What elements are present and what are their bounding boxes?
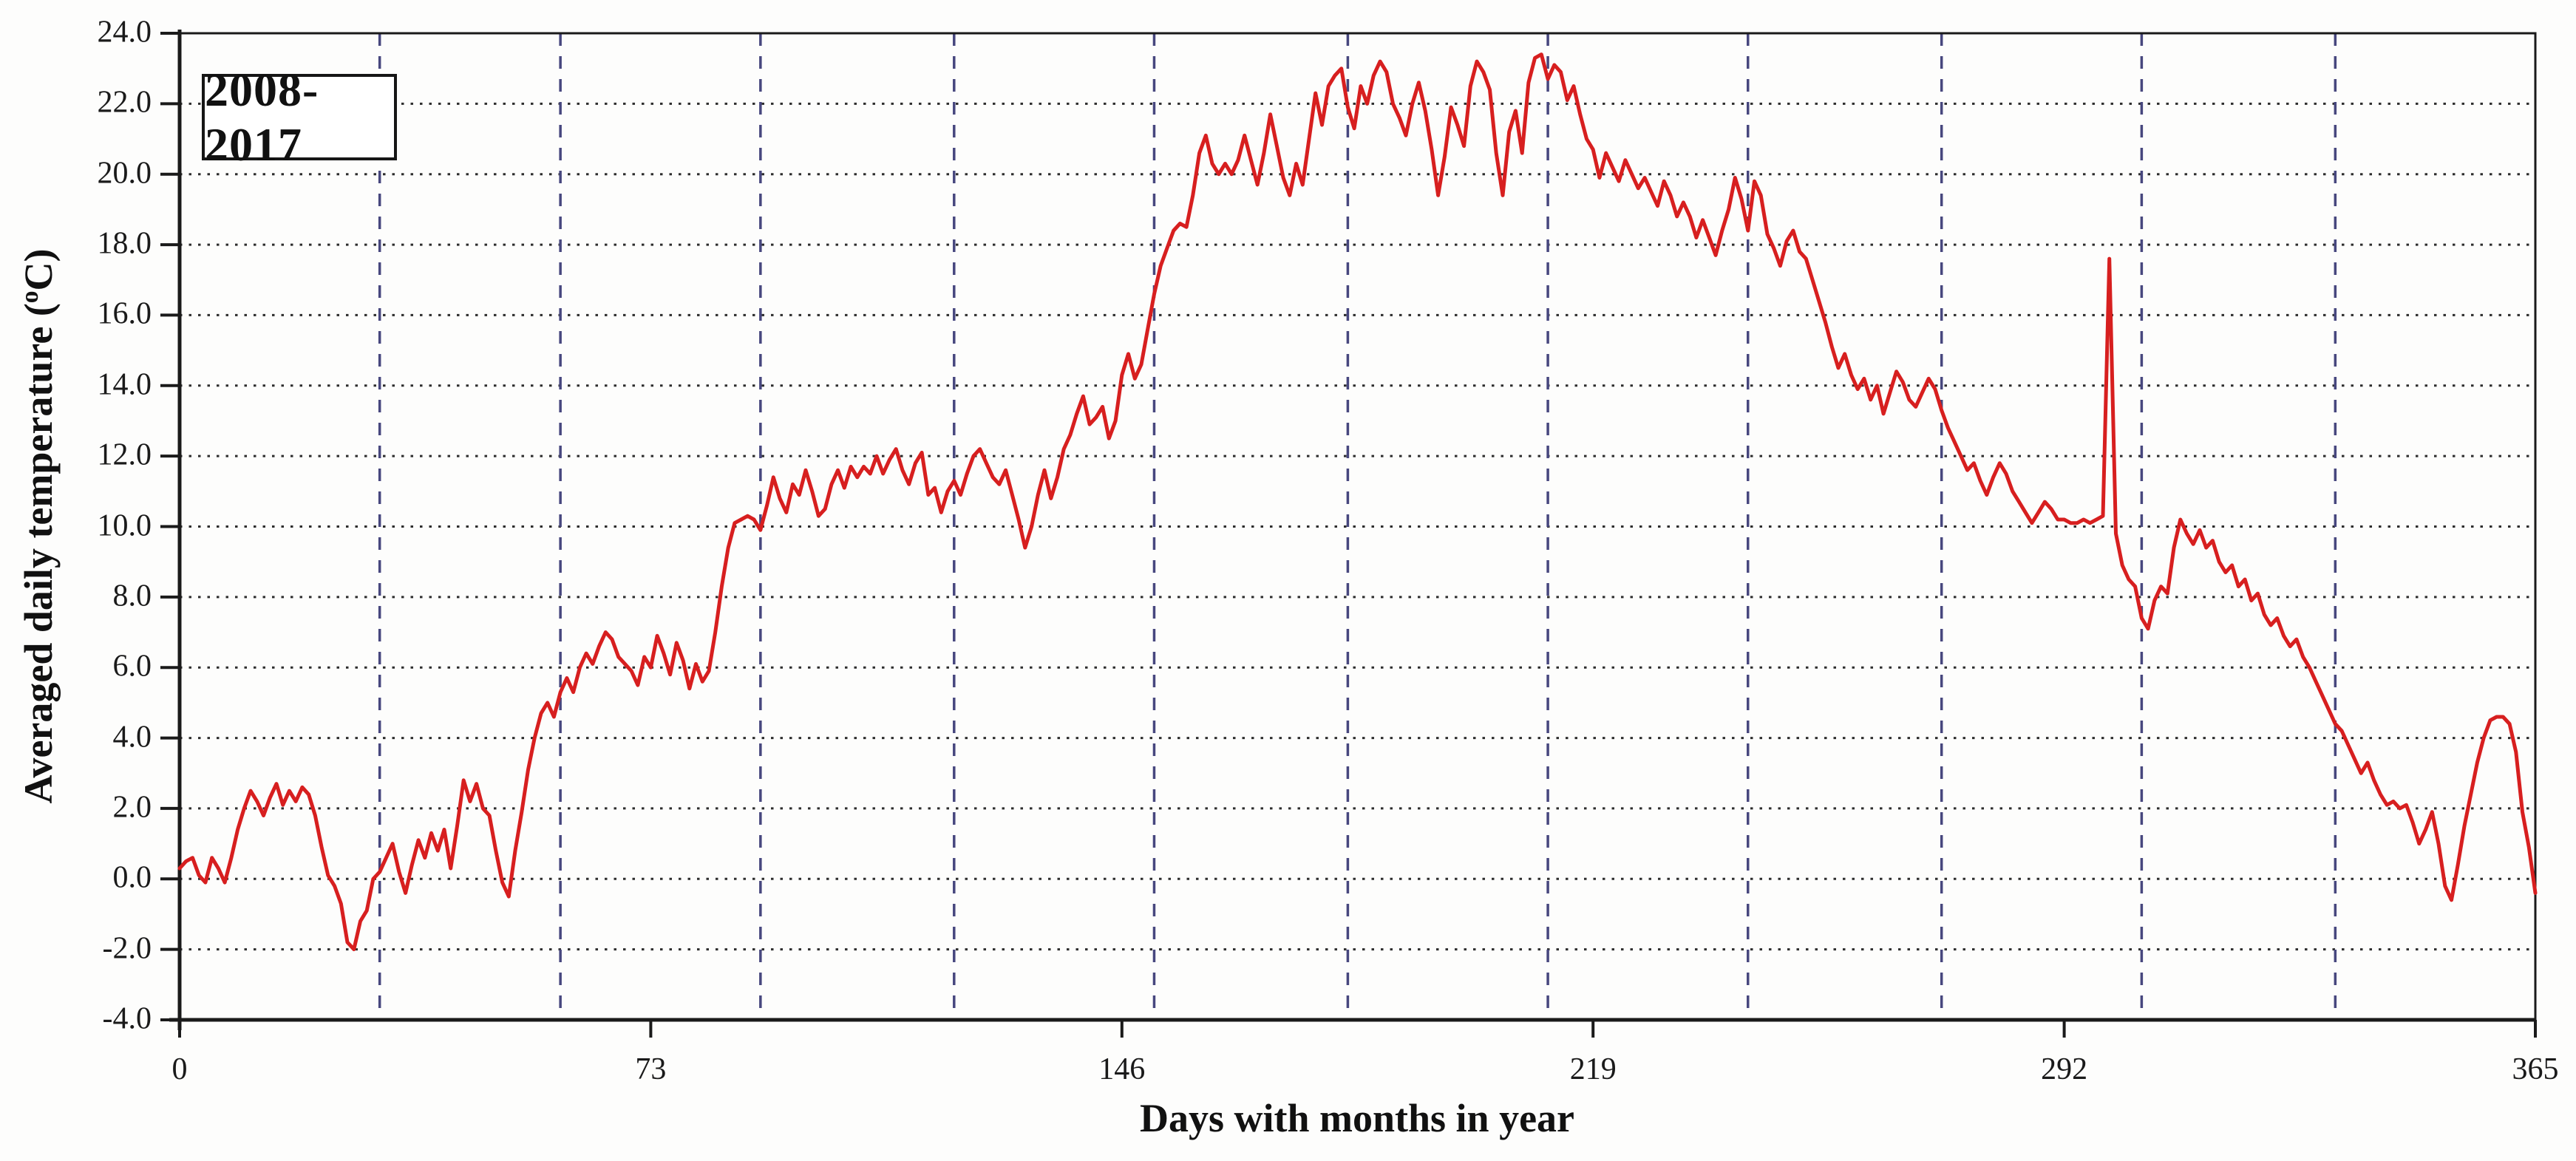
chart-title: 2008-2017 xyxy=(205,63,319,171)
y-tick-label: 10.0 xyxy=(97,508,152,542)
chart-title-box: 2008-2017 xyxy=(202,64,397,171)
y-tick-label: 2.0 xyxy=(112,790,152,825)
y-tick-label: 20.0 xyxy=(97,156,152,191)
y-tick-label: -2.0 xyxy=(102,930,152,965)
y-tick-label: 18.0 xyxy=(97,226,152,261)
y-tick-label: 22.0 xyxy=(97,85,152,120)
y-tick-label: 4.0 xyxy=(112,719,152,754)
x-axis-title: Days with months in year xyxy=(1139,1096,1575,1140)
x-tick-label: 146 xyxy=(1098,1052,1146,1086)
y-tick-label: 16.0 xyxy=(97,296,152,331)
x-tick-label: 365 xyxy=(2512,1052,2559,1086)
y-tick-label: 0.0 xyxy=(112,860,152,895)
x-tick-label: 292 xyxy=(2041,1052,2088,1086)
x-tick-label: 73 xyxy=(635,1052,667,1086)
y-tick-label: 24.0 xyxy=(97,15,152,50)
y-tick-label: 14.0 xyxy=(97,367,152,402)
temperature-line xyxy=(177,52,2538,952)
y-tick-label: -4.0 xyxy=(102,1001,152,1036)
x-tick-label: 219 xyxy=(1569,1052,1617,1086)
y-tick-label: 12.0 xyxy=(97,437,152,472)
y-tick-label: 6.0 xyxy=(112,649,152,684)
y-tick-label: 8.0 xyxy=(112,579,152,613)
x-tick-label: 0 xyxy=(171,1052,188,1086)
